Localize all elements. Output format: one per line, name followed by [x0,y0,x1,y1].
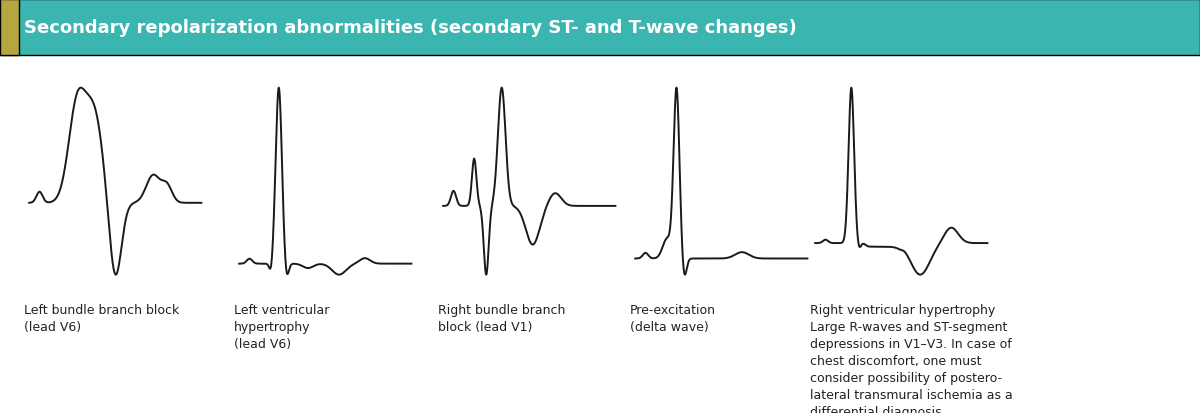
Text: Right bundle branch
block (lead V1): Right bundle branch block (lead V1) [438,304,565,334]
FancyBboxPatch shape [0,0,1200,56]
Text: Left bundle branch block
(lead V6): Left bundle branch block (lead V6) [24,304,179,334]
Text: Left ventricular
hypertrophy
(lead V6): Left ventricular hypertrophy (lead V6) [234,304,329,351]
Text: Secondary repolarization abnormalities (secondary ST- and T-wave changes): Secondary repolarization abnormalities (… [24,19,797,37]
Text: Right ventricular hypertrophy
Large R-waves and ST-segment
depressions in V1–V3.: Right ventricular hypertrophy Large R-wa… [810,304,1013,413]
Text: Pre-excitation
(delta wave): Pre-excitation (delta wave) [630,304,716,334]
FancyBboxPatch shape [0,0,19,56]
